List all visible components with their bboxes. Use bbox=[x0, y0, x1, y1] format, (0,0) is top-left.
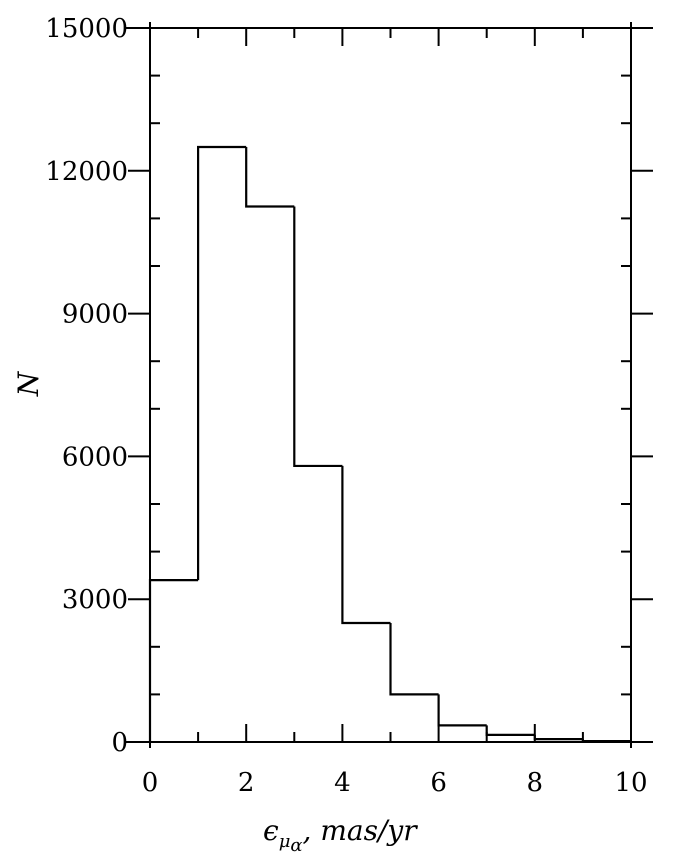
x-tick-labels: 0 2 4 6 8 10 bbox=[142, 768, 648, 798]
x-tick-label: 8 bbox=[527, 768, 544, 798]
x-tick-label: 0 bbox=[142, 768, 159, 798]
y-axis-title: N bbox=[12, 370, 45, 397]
plot-frame bbox=[125, 22, 652, 748]
y-tick-label: 12000 bbox=[45, 157, 128, 187]
histogram-bar bbox=[485, 725, 535, 736]
x-axis-title: ϵμα, mas/yr bbox=[263, 814, 418, 856]
histogram-bar bbox=[341, 465, 391, 625]
histogram-bar bbox=[148, 579, 199, 742]
y-tick-label: 3000 bbox=[62, 585, 128, 615]
x-tick-label: 6 bbox=[430, 768, 447, 798]
x-axis-title-mu: μ bbox=[279, 831, 291, 852]
x-tick-label: 10 bbox=[614, 768, 647, 798]
y-tick-label: 15000 bbox=[45, 14, 128, 44]
axis-ticks bbox=[128, 27, 653, 743]
x-tick-label: 2 bbox=[238, 768, 255, 798]
histogram-bar bbox=[293, 206, 343, 468]
y-tick-label: 6000 bbox=[62, 442, 128, 472]
histogram-bars bbox=[148, 145, 633, 743]
x-axis-title-epsilon: ϵ bbox=[263, 814, 279, 847]
histogram-bar bbox=[389, 623, 439, 696]
histogram-bar bbox=[437, 694, 487, 727]
histogram-bar bbox=[197, 145, 247, 581]
x-axis-title-suffix: , mas/yr bbox=[303, 814, 419, 847]
y-tick-labels: 0 3000 6000 9000 12000 15000 bbox=[45, 14, 128, 758]
x-axis-title-alpha: α bbox=[290, 835, 302, 856]
histogram-bar bbox=[581, 739, 631, 743]
y-tick-label: 9000 bbox=[62, 300, 128, 330]
histogram-bar bbox=[533, 734, 583, 741]
x-tick-label: 4 bbox=[334, 768, 351, 798]
histogram-bar bbox=[245, 147, 295, 208]
y-tick-label: 0 bbox=[111, 728, 128, 758]
